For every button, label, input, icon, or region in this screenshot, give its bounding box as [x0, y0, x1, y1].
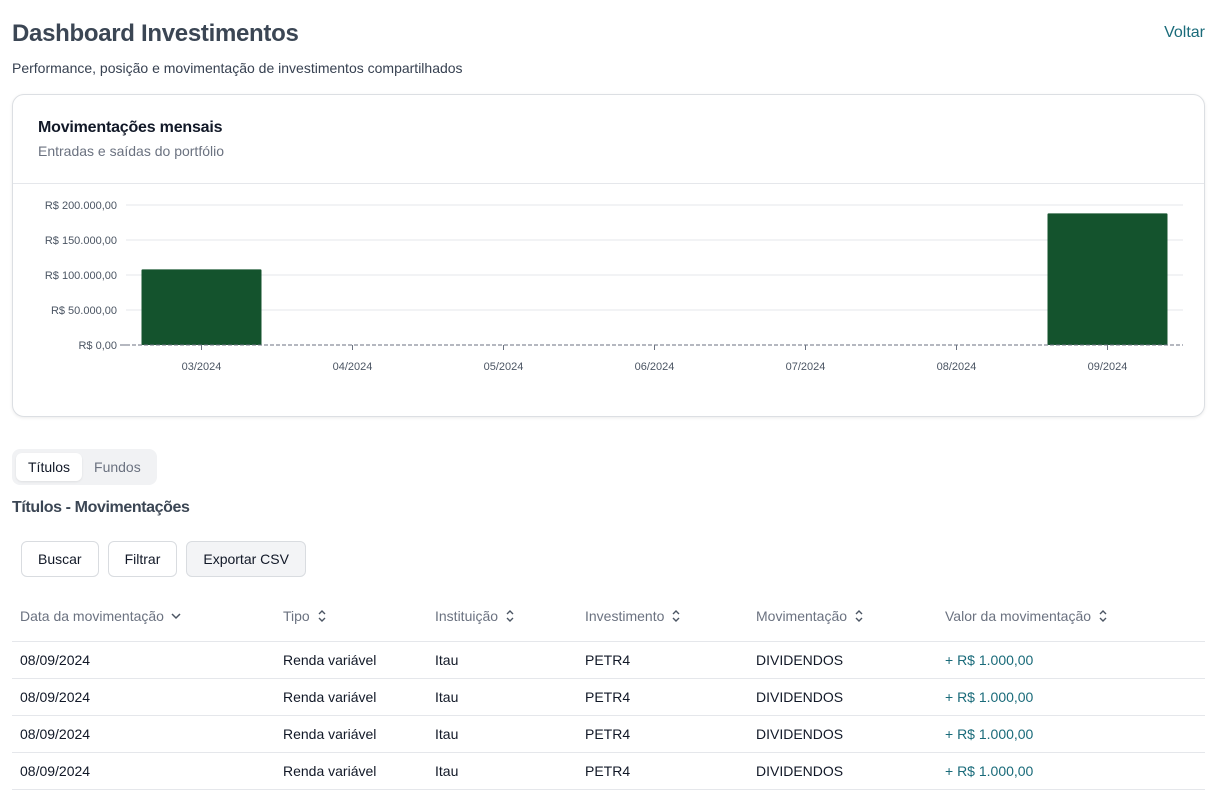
movements-table: Data da movimentação Tipo Instituição In… [12, 590, 1205, 790]
table-actions: Buscar Filtrar Exportar CSV [21, 541, 306, 577]
cell-date: 08/09/2024 [20, 726, 91, 742]
cell-amount: + R$ 1.000,00 [945, 763, 1034, 779]
column-header-institution[interactable]: Instituição [435, 608, 516, 624]
column-header-investment[interactable]: Investimento [585, 608, 682, 624]
search-button[interactable]: Buscar [21, 541, 99, 577]
bar [141, 269, 262, 345]
cell-institution: Itau [435, 763, 459, 779]
column-header-date[interactable]: Data da movimentação [20, 608, 182, 624]
sort-icon [506, 609, 514, 622]
cell-investment: PETR4 [585, 652, 631, 668]
cell-date: 08/09/2024 [20, 689, 91, 705]
x-tick-label: 05/2024 [484, 361, 524, 373]
table-row[interactable]: 08/09/2024 Renda variável Itau PETR4 DIV… [12, 642, 1205, 679]
sort-icon [672, 609, 680, 622]
sort-icon [855, 609, 863, 622]
cell-movement: DIVIDENDOS [756, 652, 844, 668]
x-tick-label: 08/2024 [937, 361, 977, 373]
x-tick-label: 04/2024 [333, 361, 373, 373]
column-header-amount[interactable]: Valor da movimentação [945, 608, 1109, 624]
cell-movement: DIVIDENDOS [756, 689, 844, 705]
cell-type: Renda variável [283, 689, 377, 705]
y-tick-label: R$ 150.000,00 [45, 235, 117, 247]
page-header: Dashboard Investimentos Performance, pos… [12, 18, 1205, 78]
y-tick-label: R$ 200.000,00 [45, 200, 117, 212]
cell-type: Renda variável [283, 652, 377, 668]
table-header: Data da movimentação Tipo Instituição In… [12, 590, 1205, 642]
x-tick-label: 03/2024 [182, 361, 222, 373]
sort-icon [318, 609, 326, 622]
cell-type: Renda variável [283, 726, 377, 742]
chart-subtitle: Entradas e saídas do portfólio [38, 143, 225, 159]
cell-date: 08/09/2024 [20, 652, 91, 668]
cell-type: Renda variável [283, 763, 377, 779]
chart-title: Movimentações mensais [38, 119, 223, 136]
bar [1047, 213, 1168, 345]
section-title: Títulos - Movimentações [12, 499, 190, 516]
cell-investment: PETR4 [585, 689, 631, 705]
column-header-label: Data da movimentação [20, 607, 164, 624]
x-tick-label: 07/2024 [786, 361, 826, 373]
cell-amount: + R$ 1.000,00 [945, 652, 1034, 668]
page-subtitle: Performance, posição e movimentação de i… [12, 60, 463, 76]
chart-card-header: Movimentações mensais Entradas e saídas … [13, 95, 1204, 184]
filter-button[interactable]: Filtrar [107, 541, 178, 577]
sort-icon [1099, 609, 1107, 622]
cell-institution: Itau [435, 689, 459, 705]
cell-amount: + R$ 1.000,00 [945, 689, 1034, 705]
column-header-type[interactable]: Tipo [283, 608, 328, 624]
table-row[interactable]: 08/09/2024 Renda variável Itau PETR4 DIV… [12, 753, 1205, 790]
column-header-label: Investimento [585, 607, 665, 624]
cell-date: 08/09/2024 [20, 763, 91, 779]
back-link[interactable]: Voltar [1164, 24, 1205, 41]
column-header-label: Instituição [435, 607, 499, 624]
y-tick-label: R$ 50.000,00 [51, 305, 117, 317]
cell-investment: PETR4 [585, 726, 631, 742]
cell-institution: Itau [435, 726, 459, 742]
tab-titulos[interactable]: Títulos [16, 453, 83, 481]
x-tick-label: 09/2024 [1088, 361, 1128, 373]
cell-movement: DIVIDENDOS [756, 726, 844, 742]
export-csv-button[interactable]: Exportar CSV [186, 541, 306, 577]
cell-amount: + R$ 1.000,00 [945, 726, 1034, 742]
column-header-movement[interactable]: Movimentação [756, 608, 865, 624]
tab-bar: Títulos Fundos [12, 449, 157, 485]
cell-movement: DIVIDENDOS [756, 763, 844, 779]
page-title: Dashboard Investimentos [12, 20, 299, 47]
cell-institution: Itau [435, 652, 459, 668]
column-header-label: Valor da movimentação [945, 607, 1092, 624]
table-row[interactable]: 08/09/2024 Renda variável Itau PETR4 DIV… [12, 716, 1205, 753]
monthly-movements-card: Movimentações mensais Entradas e saídas … [12, 94, 1205, 417]
y-tick-label: R$ 0,00 [78, 340, 117, 352]
cell-investment: PETR4 [585, 763, 631, 779]
tab-fundos[interactable]: Fundos [94, 459, 141, 475]
table-row[interactable]: 08/09/2024 Renda variável Itau PETR4 DIV… [12, 679, 1205, 716]
monthly-movements-chart: R$ 0,00 R$ 50.000,00 R$ 100.000,00 R$ 150.0… [45, 200, 1183, 373]
column-header-label: Tipo [283, 607, 310, 624]
x-tick-label: 06/2024 [635, 361, 675, 373]
column-header-label: Movimentação [756, 607, 848, 624]
y-tick-label: R$ 100.000,00 [45, 270, 117, 282]
chevron-down-icon [171, 612, 181, 619]
